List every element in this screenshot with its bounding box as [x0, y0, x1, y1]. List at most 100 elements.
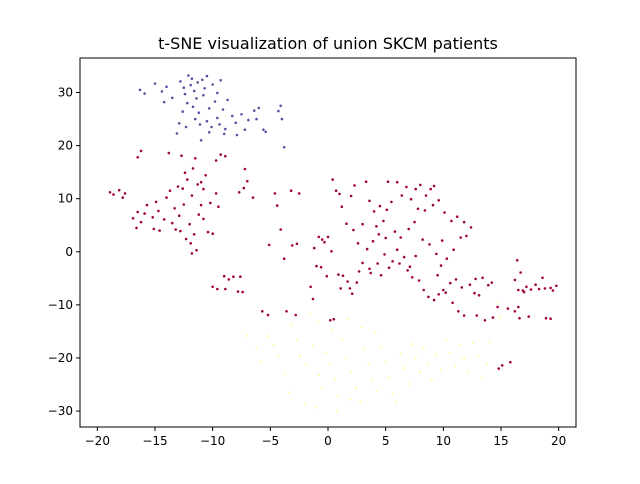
data-point — [379, 273, 383, 277]
data-point — [506, 307, 510, 310]
data-point — [177, 122, 181, 125]
data-point — [529, 288, 533, 291]
y-tick-label: 10 — [58, 192, 73, 206]
data-point — [400, 194, 404, 197]
data-point — [435, 252, 438, 256]
data-point — [188, 222, 191, 226]
data-point — [226, 98, 229, 102]
data-point — [160, 90, 164, 93]
data-point — [326, 235, 330, 239]
data-point — [385, 208, 389, 212]
data-point — [227, 278, 231, 281]
data-point — [190, 252, 194, 255]
data-point — [261, 310, 264, 313]
data-point — [340, 337, 344, 341]
data-point — [192, 89, 196, 93]
data-point — [184, 125, 188, 129]
data-point — [432, 184, 436, 188]
data-point — [152, 227, 156, 231]
y-tick-label: −30 — [48, 404, 73, 418]
data-point — [171, 96, 174, 100]
data-point — [345, 222, 348, 225]
data-point — [527, 315, 530, 318]
data-point — [473, 291, 476, 295]
data-point — [422, 288, 426, 292]
data-point — [509, 360, 512, 364]
data-point — [549, 317, 552, 321]
data-point — [176, 185, 180, 188]
data-point — [498, 315, 502, 319]
data-point — [308, 313, 311, 316]
data-point — [177, 214, 181, 217]
data-point — [209, 201, 212, 205]
data-point — [387, 266, 391, 270]
data-point — [450, 219, 453, 223]
data-point — [138, 88, 142, 92]
data-point — [375, 390, 378, 393]
data-point — [190, 77, 194, 80]
data-point — [158, 229, 161, 232]
data-point — [175, 132, 179, 135]
data-point — [491, 316, 495, 319]
data-point — [218, 123, 221, 126]
data-point — [221, 108, 225, 111]
data-point — [423, 209, 427, 212]
data-point — [151, 216, 154, 219]
data-point — [331, 329, 334, 332]
data-point — [394, 401, 398, 404]
data-point — [311, 344, 315, 348]
data-point — [240, 113, 243, 116]
data-point — [123, 192, 127, 195]
data-point — [549, 286, 552, 290]
y-tick-label: −20 — [48, 351, 73, 365]
data-point — [255, 117, 258, 121]
data-point — [297, 192, 301, 195]
data-point — [319, 265, 323, 269]
data-point — [289, 189, 293, 192]
data-point — [199, 203, 203, 207]
data-point — [497, 367, 501, 370]
data-point — [386, 180, 390, 183]
data-point — [213, 100, 217, 103]
points-layer — [108, 74, 558, 413]
data-point — [320, 386, 324, 390]
data-point — [370, 377, 374, 381]
data-point — [518, 316, 521, 320]
data-point — [317, 373, 321, 377]
data-point — [282, 257, 286, 261]
data-point — [235, 133, 239, 137]
data-point — [112, 193, 115, 196]
data-point — [173, 207, 176, 210]
data-point — [339, 287, 343, 290]
data-point — [379, 345, 383, 349]
data-point — [136, 210, 139, 214]
data-point — [364, 180, 368, 183]
data-point — [282, 145, 286, 149]
data-point — [272, 343, 276, 347]
data-point — [216, 116, 219, 120]
data-point — [232, 275, 235, 279]
data-point — [393, 230, 397, 233]
data-point — [315, 264, 318, 268]
data-point — [419, 370, 422, 374]
data-point — [462, 220, 466, 224]
data-point — [368, 267, 371, 271]
data-point — [338, 192, 341, 196]
data-point — [330, 250, 333, 253]
data-point — [295, 338, 299, 342]
data-point — [216, 287, 219, 291]
data-point — [205, 74, 209, 78]
x-tick-label: 10 — [436, 434, 451, 448]
data-point — [234, 121, 237, 125]
data-point — [237, 191, 241, 194]
data-point — [462, 357, 466, 360]
data-point — [317, 235, 321, 239]
data-point — [211, 83, 214, 86]
data-point — [378, 204, 382, 208]
data-point — [284, 372, 287, 375]
data-point — [211, 232, 214, 235]
data-point — [519, 271, 522, 274]
data-point — [183, 92, 187, 96]
data-point — [459, 236, 463, 239]
